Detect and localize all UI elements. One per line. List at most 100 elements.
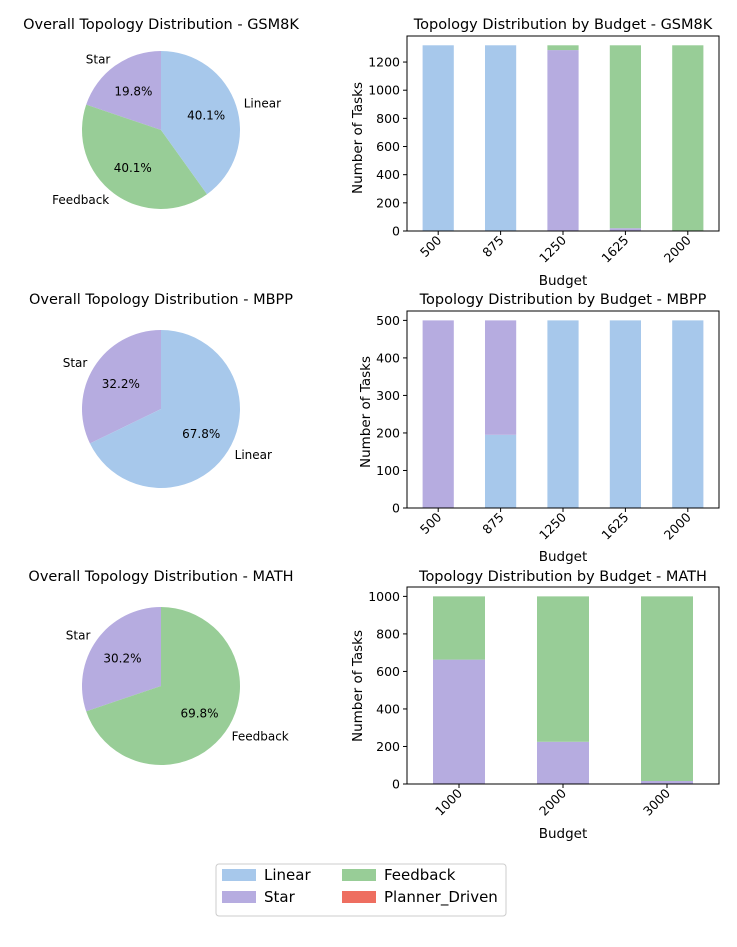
y-tick-label: 500 <box>376 313 400 328</box>
y-tick-label: 0 <box>392 224 400 239</box>
pie-pct-star: 32.2% <box>102 377 140 391</box>
bar-title-mbpp: Topology Distribution by Budget - MBPP <box>419 292 707 308</box>
bar-star-875 <box>485 320 517 435</box>
x-tick-label-1250: 1250 <box>536 509 569 542</box>
bar-ylabel-mbpp: Number of Tasks <box>358 356 374 468</box>
pie-chart-gsm8k: Overall Topology Distribution - GSM8K St… <box>23 17 299 210</box>
y-tick-label: 1000 <box>368 83 400 98</box>
legend-label-feedback: Feedback <box>384 866 456 884</box>
bar-linear-1625 <box>609 320 641 508</box>
pie-slice-feedback <box>81 104 208 210</box>
bar-linear-875 <box>485 45 517 231</box>
pie-pct-linear: 40.1% <box>187 108 225 122</box>
x-tick-label-875: 875 <box>479 510 506 537</box>
y-tick-label: 400 <box>376 350 400 365</box>
pie-slice-star <box>82 607 161 712</box>
x-tick-label-1625: 1625 <box>598 233 631 266</box>
pie-pct-star: 19.8% <box>114 84 152 98</box>
legend-swatch-star <box>222 891 256 903</box>
x-tick-label-1250: 1250 <box>536 232 569 265</box>
x-tick-label-1625: 1625 <box>598 510 631 543</box>
bar-feedback-1000 <box>433 596 485 660</box>
bar-chart-mbpp: Topology Distribution by Budget - MBPP B… <box>358 292 720 565</box>
y-tick-label: 0 <box>392 777 400 792</box>
y-tick-label: 600 <box>376 139 400 154</box>
y-tick-label: 200 <box>376 195 400 210</box>
pie-label-linear: Linear <box>244 96 281 110</box>
legend-label-planner-driven: Planner_Driven <box>384 888 498 907</box>
y-tick-label: 400 <box>376 167 400 182</box>
x-tick-label-500: 500 <box>417 509 445 537</box>
bar-star-500 <box>422 320 454 508</box>
pie-title-gsm8k: Overall Topology Distribution - GSM8K <box>23 17 299 33</box>
bar-star-3000 <box>641 780 693 784</box>
pie-label-star: Star <box>66 628 91 642</box>
legend-label-linear: Linear <box>264 866 311 884</box>
pie-slice-star <box>82 330 161 444</box>
y-tick-label: 1200 <box>368 55 400 70</box>
y-tick-label: 200 <box>376 739 400 754</box>
bar-linear-875 <box>485 434 517 508</box>
legend-swatch-planner-driven <box>342 891 376 903</box>
bar-xlabel-math: Budget <box>539 826 588 842</box>
bar-star-1625 <box>609 228 641 231</box>
y-tick-label: 200 <box>376 425 400 440</box>
pie-label-feedback: Feedback <box>232 730 289 744</box>
pie-label-feedback: Feedback <box>52 193 109 207</box>
pie-title-math: Overall Topology Distribution - MATH <box>28 569 293 585</box>
bar-star-2000 <box>537 741 589 784</box>
bar-feedback-3000 <box>641 596 693 781</box>
y-tick-label: 1000 <box>368 589 400 604</box>
bar-linear-1250 <box>547 320 579 508</box>
bar-ylabel-gsm8k: Number of Tasks <box>350 82 366 194</box>
bar-title-math: Topology Distribution by Budget - MATH <box>418 569 707 585</box>
pie-slice-linear <box>89 330 240 488</box>
legend-swatch-feedback <box>342 869 376 881</box>
bar-feedback-2000 <box>672 45 704 231</box>
pie-slice-linear <box>161 51 240 195</box>
y-tick-label: 800 <box>376 626 400 641</box>
bar-feedback-1250 <box>547 45 579 51</box>
legend-swatch-linear <box>222 869 256 881</box>
x-tick-label-2000: 2000 <box>661 232 694 265</box>
bar-title-gsm8k: Topology Distribution by Budget - GSM8K <box>413 17 713 33</box>
bar-ylabel-math: Number of Tasks <box>350 630 366 742</box>
bar-feedback-2000 <box>537 596 589 742</box>
pie-label-star: Star <box>63 356 88 370</box>
pie-pct-feedback: 69.8% <box>180 707 218 721</box>
y-tick-label: 300 <box>376 388 400 403</box>
x-tick-label-2000: 2000 <box>536 785 569 818</box>
bar-feedback-1625 <box>609 45 641 229</box>
pie-pct-feedback: 40.1% <box>114 161 152 175</box>
bar-xlabel-mbpp: Budget <box>539 549 588 565</box>
y-tick-label: 400 <box>376 701 400 716</box>
pie-slice-feedback <box>86 607 241 765</box>
bar-chart-gsm8k: Topology Distribution by Budget - GSM8K … <box>350 17 720 289</box>
bar-star-1250 <box>547 50 579 231</box>
y-tick-label: 600 <box>376 664 400 679</box>
y-tick-label: 800 <box>376 111 400 126</box>
y-tick-label: 100 <box>376 463 400 478</box>
pie-title-mbpp: Overall Topology Distribution - MBPP <box>29 292 293 308</box>
bar-linear-2000 <box>672 320 704 508</box>
pie-label-linear: Linear <box>235 448 272 462</box>
legend-frame <box>215 863 507 917</box>
x-tick-label-2000: 2000 <box>661 509 694 542</box>
pie-chart-mbpp: Overall Topology Distribution - MBPP Sta… <box>29 292 293 488</box>
y-tick-label: 0 <box>392 501 400 516</box>
pie-pct-linear: 67.8% <box>182 427 220 441</box>
legend: Linear Star Feedback Planner_Driven <box>215 863 507 917</box>
pie-pct-star: 30.2% <box>103 651 141 665</box>
x-tick-label-1000: 1000 <box>432 785 465 818</box>
bar-star-1000 <box>433 659 485 784</box>
x-tick-label-3000: 3000 <box>640 785 673 818</box>
bar-xlabel-gsm8k: Budget <box>539 273 588 289</box>
pie-chart-math: Overall Topology Distribution - MATH Sta… <box>28 569 294 765</box>
x-tick-label-500: 500 <box>417 232 445 260</box>
pie-label-star: Star <box>86 52 111 66</box>
legend-label-star: Star <box>264 888 296 906</box>
pie-slice-star <box>86 51 161 130</box>
bar-chart-math: Topology Distribution by Budget - MATH B… <box>350 569 720 842</box>
x-tick-label-875: 875 <box>479 233 506 260</box>
